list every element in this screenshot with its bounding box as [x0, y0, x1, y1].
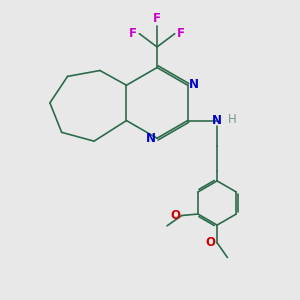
Text: O: O [206, 236, 216, 249]
Text: N: N [146, 132, 156, 145]
Text: H: H [228, 112, 237, 126]
Text: O: O [170, 209, 180, 222]
Text: N: N [189, 78, 199, 91]
Text: F: F [177, 27, 185, 40]
Text: F: F [129, 27, 137, 40]
Text: F: F [153, 12, 161, 25]
Text: N: N [212, 114, 222, 127]
